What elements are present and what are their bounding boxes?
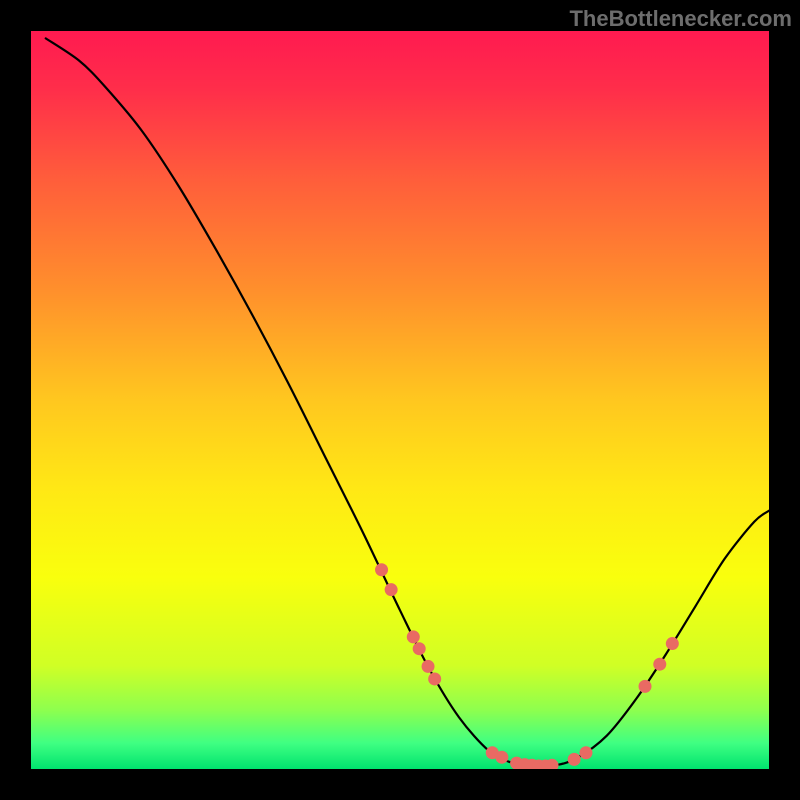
curve-marker [375,563,388,576]
curve-marker [568,753,581,766]
curve-marker [422,660,435,673]
curve-marker [653,658,666,671]
curve-marker [407,630,420,643]
curve-marker [428,672,441,685]
curve-marker [639,680,652,693]
curve-marker [413,642,426,655]
curve-marker [385,583,398,596]
curve-marker [666,637,679,650]
curve-marker [579,746,592,759]
bottleneck-curve-chart [31,31,769,769]
watermark-text: TheBottlenecker.com [569,6,792,32]
curve-marker [495,751,508,764]
